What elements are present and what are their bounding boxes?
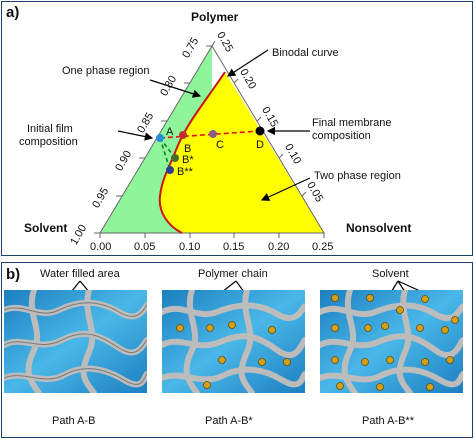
membrane-image-path-abstar [162, 290, 305, 393]
panel-a-frame [1, 1, 473, 256]
two-phase-label: Two phase region [314, 170, 401, 182]
bottom-tick-label: 0.15 [223, 241, 245, 253]
final-membrane-label-2: composition [312, 130, 371, 142]
point-c [209, 130, 217, 138]
path-label: Path A-B* [205, 415, 253, 427]
binodal-arrow [226, 49, 269, 77]
point-b-label: B [184, 143, 192, 155]
bottom-tick-label: 0.25 [312, 241, 334, 253]
ternary-diagram [94, 40, 325, 238]
point-bstar-label: B* [182, 154, 194, 166]
final-membrane-label-1: Final membrane [312, 117, 392, 129]
point-a [156, 134, 164, 142]
path-label: Path A-B** [362, 415, 414, 427]
water-filled-label: Water filled area [40, 268, 120, 280]
panel-b-frame [1, 262, 473, 438]
bottom-axis-ticks [99, 233, 325, 238]
left-axis-ticks [94, 45, 212, 234]
solvent-label: Solvent [372, 268, 409, 280]
initial-film-arrow [117, 130, 154, 141]
bottom-tick-label: 0.05 [134, 241, 156, 253]
point-c-label: C [216, 139, 224, 151]
membrane-image-path-ab [4, 290, 147, 393]
one-phase-arrow [149, 79, 202, 98]
bottom-tick-label: 0.10 [179, 241, 201, 253]
point-bdstar-label: B** [177, 166, 193, 178]
membrane-image-path-abdstar [320, 290, 463, 393]
vertex-polymer-label: Polymer [191, 10, 239, 24]
point-a-label: A [166, 126, 174, 138]
vertex-solvent-label: Solvent [24, 221, 68, 235]
right-axis-ticks [211, 40, 307, 197]
panel-a-letter: a) [6, 4, 20, 21]
path-a-bdstar [159, 137, 171, 171]
point-bdstar [166, 166, 174, 174]
point-d-label: D [256, 139, 264, 151]
one-phase-label: One phase region [62, 65, 150, 77]
bottom-tick-label: 0.20 [268, 241, 290, 253]
point-d [255, 126, 265, 136]
two-phase-arrow [260, 177, 311, 201]
initial-film-label-2: composition [19, 136, 78, 148]
initial-film-label-1: Initial film [27, 123, 73, 135]
ternary-outline [99, 45, 325, 234]
vertex-nonsolvent-label: Nonsolvent [346, 221, 412, 235]
binodal-label: Binodal curve [272, 47, 339, 59]
panel-a: a) [0, 0, 474, 257]
panel-b-letter: b) [6, 266, 21, 283]
point-b [179, 131, 187, 139]
path-label: Path A-B [52, 415, 96, 427]
polymer-chain-label: Polymer chain [198, 268, 268, 280]
bottom-tick-label: 0.00 [90, 241, 112, 253]
two-phase-region [159, 72, 324, 233]
point-bstar [171, 154, 179, 162]
